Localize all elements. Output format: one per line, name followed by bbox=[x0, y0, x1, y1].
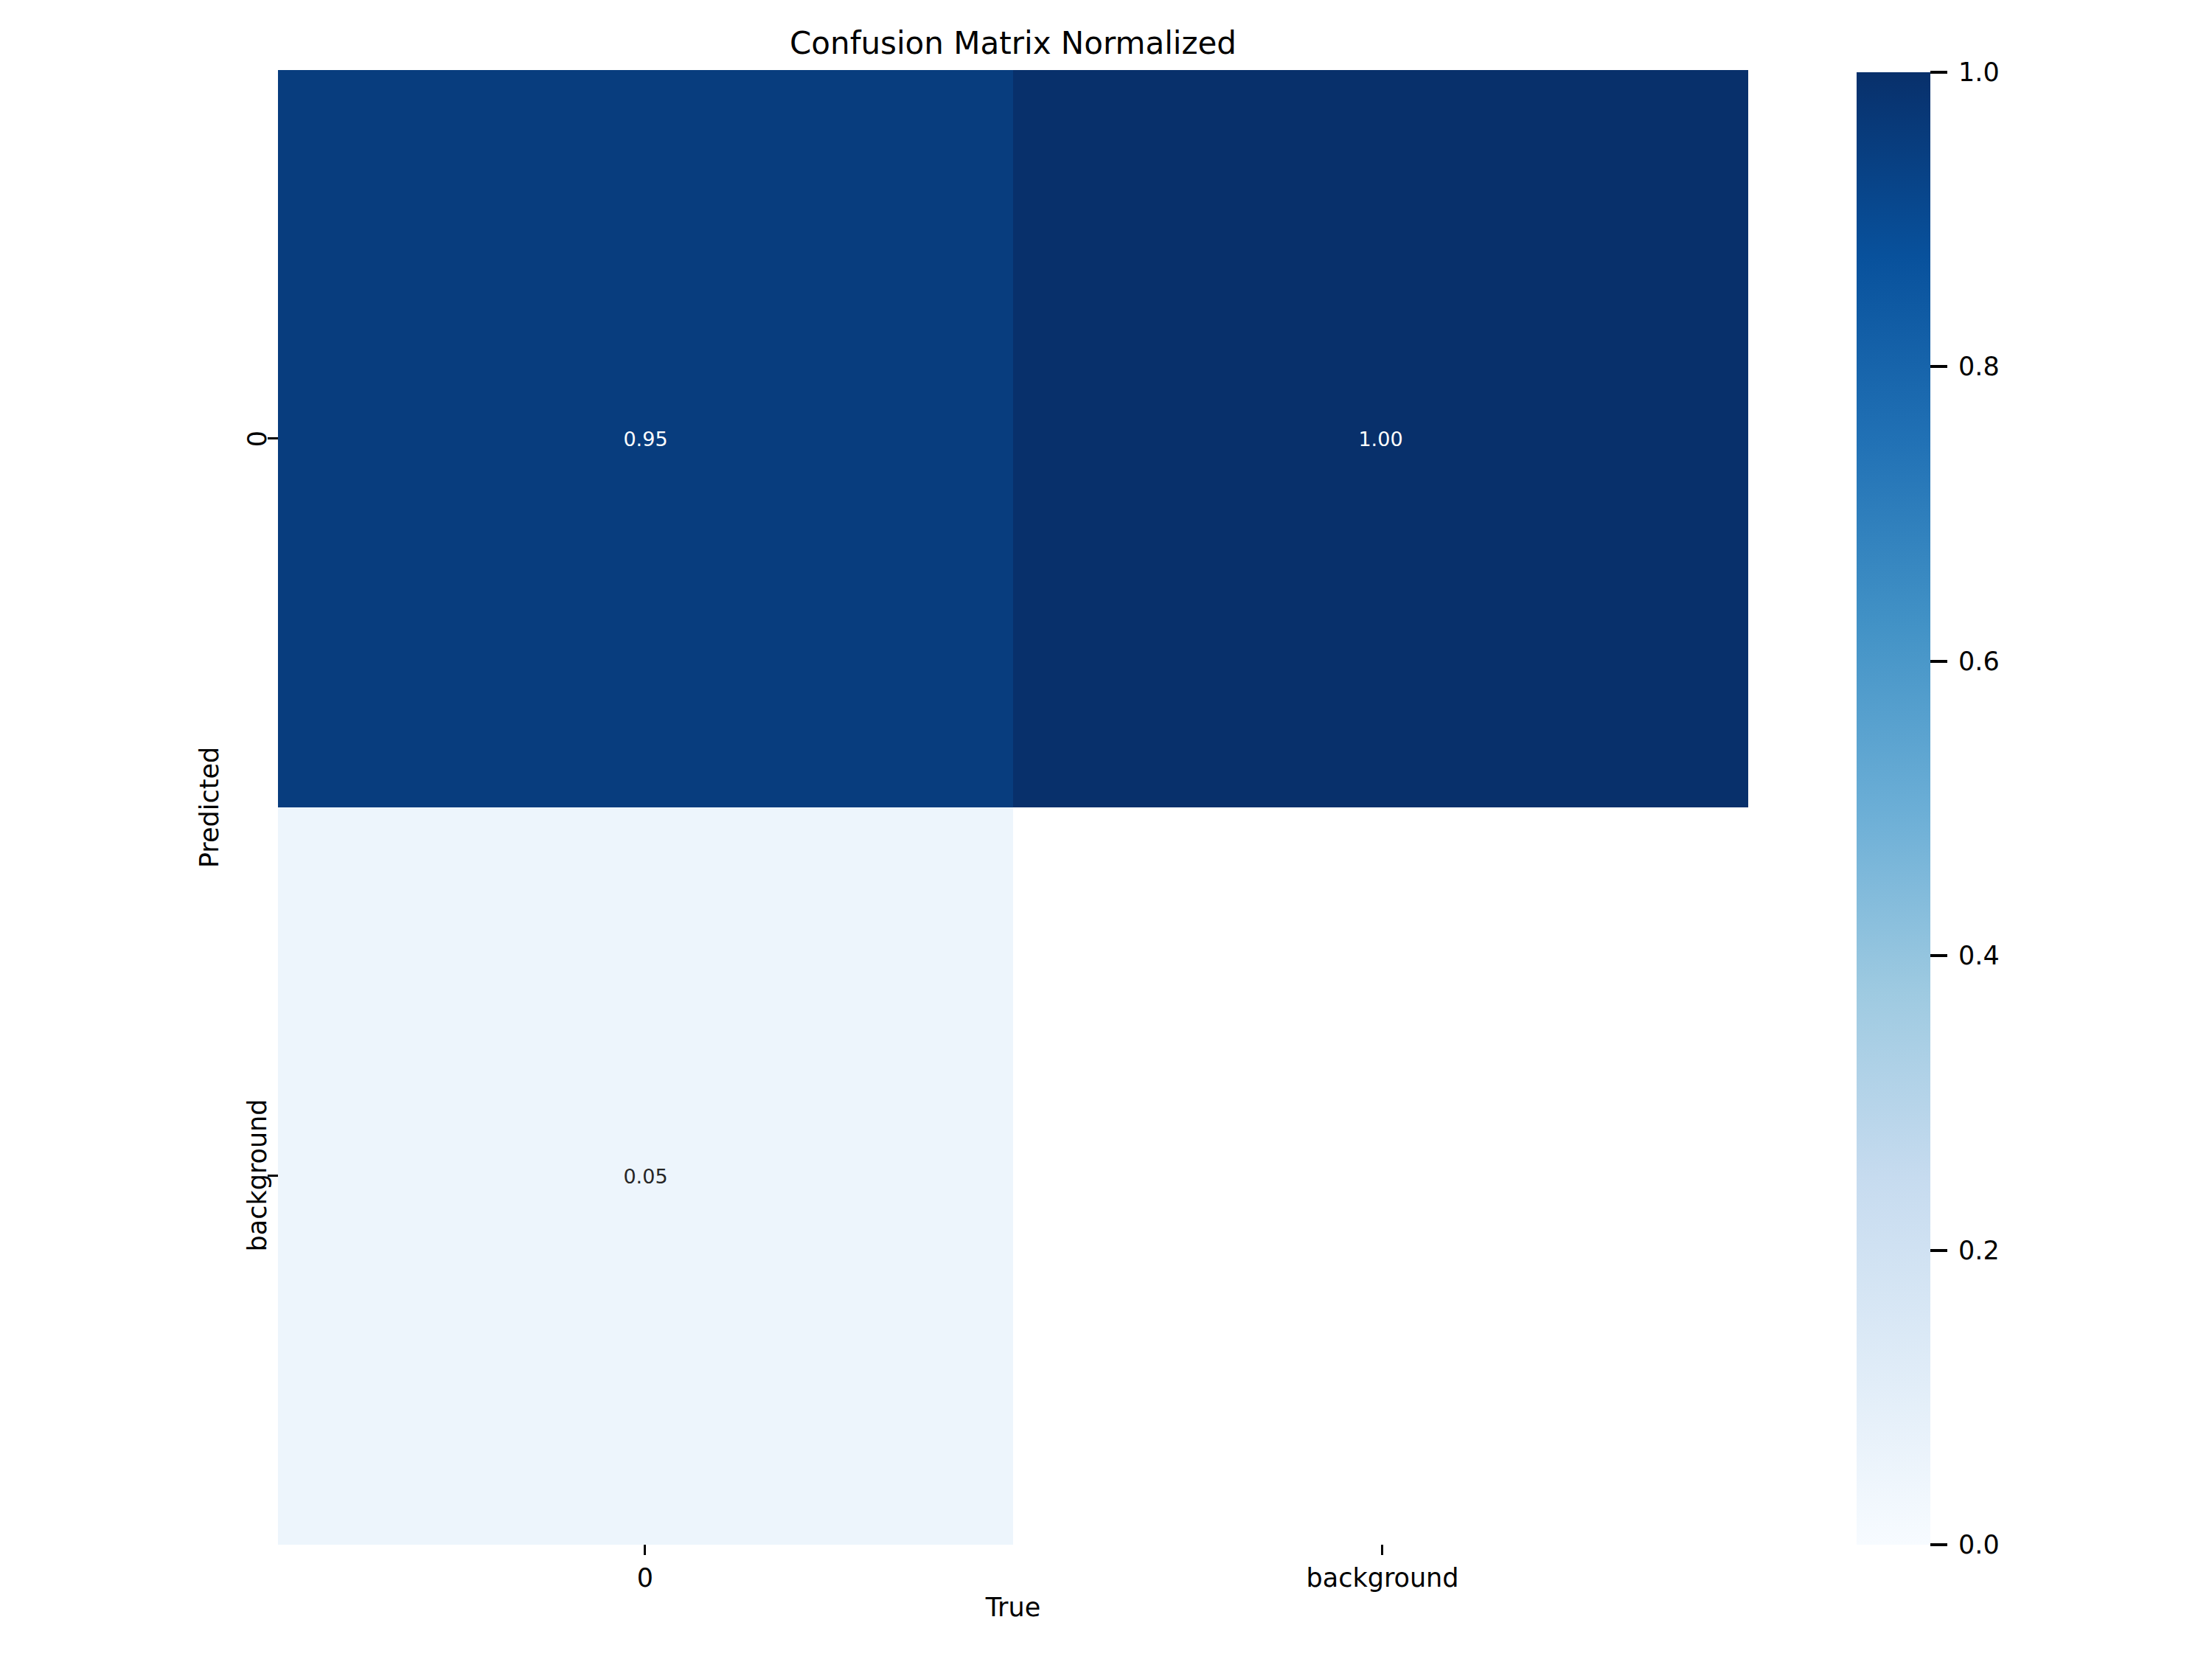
heatmap-cell-r1c1 bbox=[1013, 807, 1748, 1545]
colorbar-tick-mark-0.4 bbox=[1930, 954, 1947, 957]
colorbar-tick-mark-0.2 bbox=[1930, 1249, 1947, 1252]
x-axis-label: True bbox=[278, 1593, 1748, 1622]
heatmap-cell-r0c0: 0.95 bbox=[278, 70, 1013, 807]
x-tick-mark-background bbox=[1381, 1545, 1383, 1555]
x-tick-mark-0 bbox=[644, 1545, 646, 1555]
colorbar-tick-label-0.2: 0.2 bbox=[1958, 1236, 2000, 1265]
colorbar-tick-mark-1.0 bbox=[1930, 71, 1947, 74]
chart-title: Confusion Matrix Normalized bbox=[278, 27, 1748, 60]
heatmap-cell-r1c0: 0.05 bbox=[278, 807, 1013, 1545]
confusion-matrix-figure: Confusion Matrix Normalized 0.95 1.00 0.… bbox=[0, 0, 2212, 1659]
colorbar-tick-mark-0.0 bbox=[1930, 1543, 1947, 1546]
colorbar-tick-mark-0.8 bbox=[1930, 365, 1947, 368]
colorbar-tick-label-0.8: 0.8 bbox=[1958, 352, 2000, 381]
y-axis-label: Predicted bbox=[195, 747, 224, 868]
heatmap-grid: 0.95 1.00 0.05 bbox=[278, 70, 1748, 1545]
colorbar-tick-label-0.6: 0.6 bbox=[1958, 647, 2000, 676]
x-tick-label-background: background bbox=[1306, 1563, 1458, 1593]
heatmap-cell-r0c1: 1.00 bbox=[1013, 70, 1748, 807]
colorbar-tick-label-0.0: 0.0 bbox=[1958, 1530, 2000, 1559]
x-tick-label-0: 0 bbox=[637, 1563, 653, 1593]
y-tick-mark-background bbox=[268, 1175, 278, 1177]
y-tick-mark-0 bbox=[268, 437, 278, 439]
colorbar-tick-mark-0.6 bbox=[1930, 660, 1947, 663]
colorbar-tick-label-1.0: 1.0 bbox=[1958, 58, 2000, 87]
colorbar-gradient bbox=[1857, 72, 1930, 1545]
colorbar-tick-label-0.4: 0.4 bbox=[1958, 941, 2000, 970]
